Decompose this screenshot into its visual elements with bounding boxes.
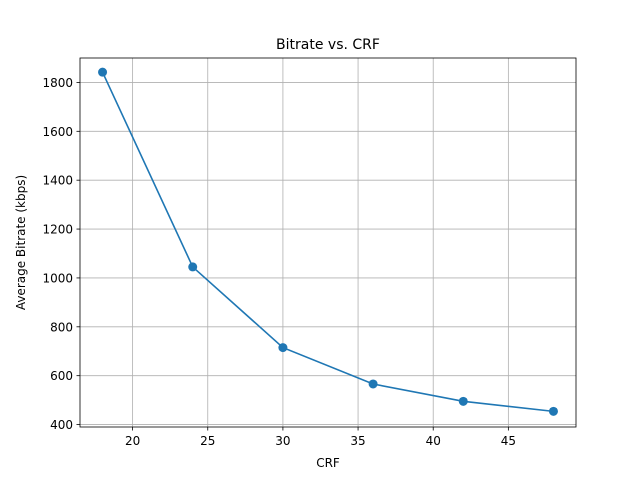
y-tick-label: 1400: [42, 174, 73, 188]
y-tick-label: 1000: [42, 271, 73, 285]
data-point: [458, 396, 468, 406]
x-axis-label: CRF: [316, 456, 340, 470]
y-tick-label: 800: [50, 320, 73, 334]
x-tick-label: 40: [426, 434, 441, 448]
data-point: [278, 343, 288, 353]
data-point: [368, 379, 378, 389]
x-tick-label: 45: [501, 434, 516, 448]
grid-lines: [80, 58, 576, 427]
x-tick-label: 20: [125, 434, 140, 448]
y-tick-label: 400: [50, 418, 73, 432]
series-layer: [98, 67, 558, 416]
y-tick-label: 1600: [42, 125, 73, 139]
data-point: [98, 67, 108, 77]
series-line: [101, 71, 554, 413]
y-tick-label: 1800: [42, 76, 73, 90]
x-tick-label: 30: [275, 434, 290, 448]
y-axis-label: Average Bitrate (kbps): [14, 175, 28, 310]
axes: 20 25 30 35 40 45 400 600 800 1000 1200 1400 1600 180…: [42, 76, 516, 448]
y-tick-label: 1200: [42, 223, 73, 237]
y-tick-label: 600: [50, 369, 73, 383]
x-tick-label: 25: [200, 434, 215, 448]
x-tick-label: 35: [350, 434, 365, 448]
plot-frame: [79, 57, 577, 428]
data-point: [548, 406, 558, 416]
data-point: [188, 262, 198, 272]
chart-title: Bitrate vs. CRF: [276, 37, 380, 53]
